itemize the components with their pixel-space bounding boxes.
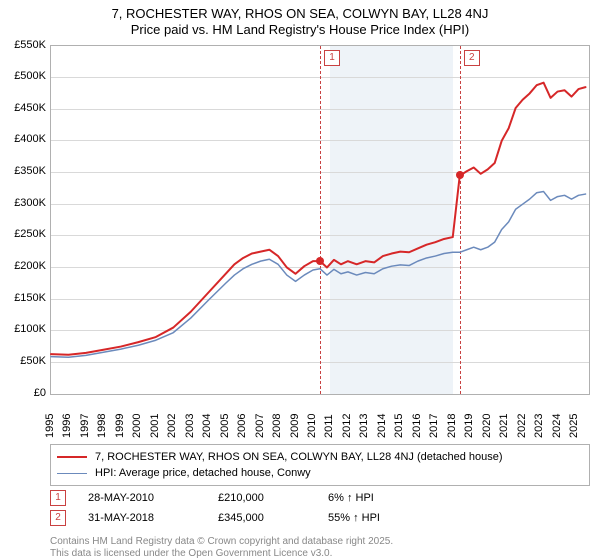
sale-dot: [456, 171, 464, 179]
x-axis-label: 1996: [61, 398, 73, 438]
x-axis-label: 2020: [481, 398, 493, 438]
x-axis-label: 2019: [463, 398, 475, 438]
x-axis-label: 2015: [393, 398, 405, 438]
y-axis-label: £450K: [0, 102, 46, 114]
x-axis-label: 1999: [114, 398, 126, 438]
chart-area: 12 £0 £50K £100K £150K £200K £250K £300K £350K £…: [0, 39, 600, 439]
x-axis-label: 2024: [551, 398, 563, 438]
sale-row-tag: 2: [50, 510, 66, 526]
sale-date: 31-MAY-2018: [88, 512, 218, 524]
x-axis-label: 2013: [358, 398, 370, 438]
sale-row: 1 28-MAY-2010£210,0006% ↑ HPI: [50, 490, 590, 506]
x-axis-label: 2002: [166, 398, 178, 438]
y-axis-label: £300K: [0, 197, 46, 209]
y-axis-label: £50K: [0, 355, 46, 367]
sale-dot: [316, 257, 324, 265]
legend: 7, ROCHESTER WAY, RHOS ON SEA, COLWYN BA…: [50, 444, 590, 486]
x-axis-label: 2006: [236, 398, 248, 438]
x-axis-label: 2010: [306, 398, 318, 438]
sale-price: £210,000: [218, 492, 328, 504]
x-axis-label: 2005: [219, 398, 231, 438]
x-axis-label: 2003: [184, 398, 196, 438]
x-axis-label: 2018: [446, 398, 458, 438]
series-price_paid: [51, 82, 586, 354]
y-axis-label: £500K: [0, 70, 46, 82]
sale-row: 2 31-MAY-2018£345,00055% ↑ HPI: [50, 510, 590, 526]
title-line-1: 7, ROCHESTER WAY, RHOS ON SEA, COLWYN BA…: [0, 6, 600, 22]
x-axis-label: 1995: [44, 398, 56, 438]
y-axis-label: £250K: [0, 228, 46, 240]
x-axis-label: 1998: [96, 398, 108, 438]
x-axis-label: 2017: [428, 398, 440, 438]
x-axis-label: 2007: [254, 398, 266, 438]
x-axis-label: 2014: [376, 398, 388, 438]
x-axis-label: 2008: [271, 398, 283, 438]
x-axis-label: 2022: [516, 398, 528, 438]
x-axis-label: 2001: [149, 398, 161, 438]
x-axis-label: 2021: [498, 398, 510, 438]
legend-row: 7, ROCHESTER WAY, RHOS ON SEA, COLWYN BA…: [57, 449, 583, 465]
sale-delta-vs-hpi: 55% ↑ HPI: [328, 512, 438, 524]
legend-label: HPI: Average price, detached house, Conw…: [95, 467, 311, 479]
title-line-2: Price paid vs. HM Land Registry's House …: [0, 22, 600, 38]
y-axis-label: £0: [0, 387, 46, 399]
series-svg: [51, 46, 589, 394]
y-axis-label: £400K: [0, 133, 46, 145]
y-axis-label: £350K: [0, 165, 46, 177]
x-axis-label: 2004: [201, 398, 213, 438]
sale-delta-vs-hpi: 6% ↑ HPI: [328, 492, 438, 504]
x-axis-label: 2011: [323, 398, 335, 438]
x-axis-label: 2012: [341, 398, 353, 438]
legend-swatch: [57, 456, 87, 458]
y-axis-label: £150K: [0, 292, 46, 304]
x-axis-label: 2016: [411, 398, 423, 438]
y-axis-label: £200K: [0, 260, 46, 272]
x-axis-label: 2009: [289, 398, 301, 438]
x-axis-label: 1997: [79, 398, 91, 438]
sale-price: £345,000: [218, 512, 328, 524]
footer-line-1: Contains HM Land Registry data © Crown c…: [50, 536, 590, 548]
chart-title: 7, ROCHESTER WAY, RHOS ON SEA, COLWYN BA…: [0, 0, 600, 39]
series-hpi: [51, 191, 586, 357]
y-axis-label: £550K: [0, 39, 46, 51]
y-axis-label: £100K: [0, 323, 46, 335]
footer-line-2: This data is licensed under the Open Gov…: [50, 548, 590, 560]
x-axis-label: 2023: [533, 398, 545, 438]
legend-label: 7, ROCHESTER WAY, RHOS ON SEA, COLWYN BA…: [95, 451, 503, 463]
legend-row: HPI: Average price, detached house, Conw…: [57, 465, 583, 481]
legend-swatch: [57, 473, 87, 474]
sale-date: 28-MAY-2010: [88, 492, 218, 504]
footer-attribution: Contains HM Land Registry data © Crown c…: [50, 536, 590, 560]
plot-canvas: 12: [50, 45, 590, 395]
x-axis-label: 2000: [131, 398, 143, 438]
sale-row-tag: 1: [50, 490, 66, 506]
x-axis-label: 2025: [568, 398, 580, 438]
